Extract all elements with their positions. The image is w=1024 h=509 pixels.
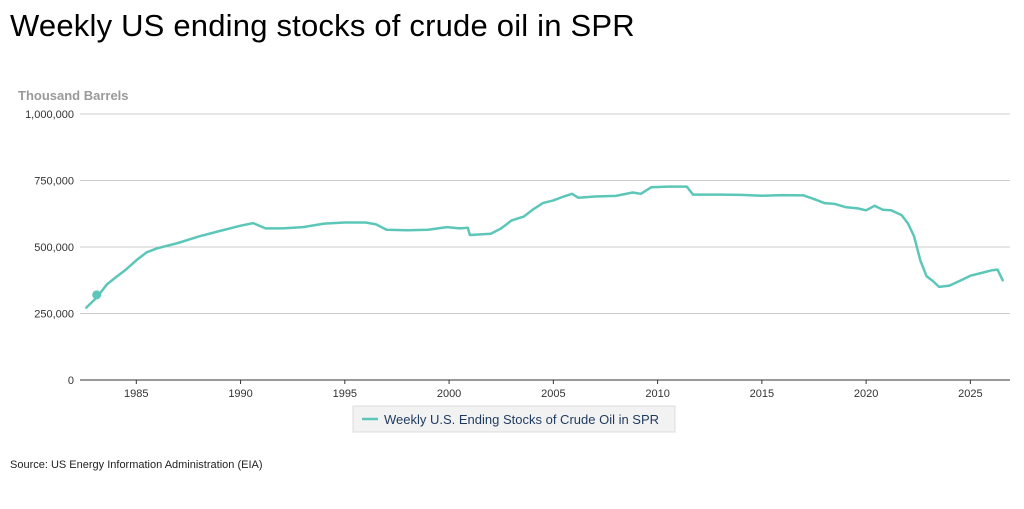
x-tick-label: 1995: [333, 388, 357, 400]
chart-title: Weekly US ending stocks of crude oil in …: [10, 8, 635, 43]
x-tick-label: 2005: [541, 388, 565, 400]
y-tick-label: 250,000: [34, 309, 74, 321]
y-tick-labels: 0 250,000 500,000 750,000 1,000,000: [25, 109, 74, 387]
legend-entry-label: Weekly U.S. Ending Stocks of Crude Oil i…: [384, 412, 659, 427]
x-tick-label: 2010: [645, 388, 669, 400]
x-tick-label: 2025: [958, 388, 982, 400]
x-tick-label: 1985: [124, 388, 148, 400]
x-tick-label: 2020: [854, 388, 878, 400]
x-tick-label: 2015: [750, 388, 774, 400]
gridlines: [80, 113, 1010, 381]
legend-box: [352, 405, 676, 433]
data-point-marker: [92, 290, 102, 300]
x-tick-labels: 1985 1990 1995 2000 2005 2010 2015 2020 2025: [124, 380, 983, 400]
x-tick-label: 2000: [437, 388, 461, 400]
y-tick-label: 750,000: [34, 176, 74, 188]
legend[interactable]: Weekly U.S. Ending Stocks of Crude Oil i…: [352, 405, 676, 433]
y-tick-label: 500,000: [34, 242, 74, 254]
series-line: [85, 185, 1004, 309]
y-tick-label: 0: [68, 375, 74, 387]
x-tick-label: 1990: [228, 388, 252, 400]
series-lines: [85, 185, 1004, 309]
source-note: Source: US Energy Information Administra…: [10, 459, 263, 471]
y-tick-label: 1,000,000: [25, 109, 74, 121]
y-axis-label: Thousand Barrels: [18, 88, 129, 103]
